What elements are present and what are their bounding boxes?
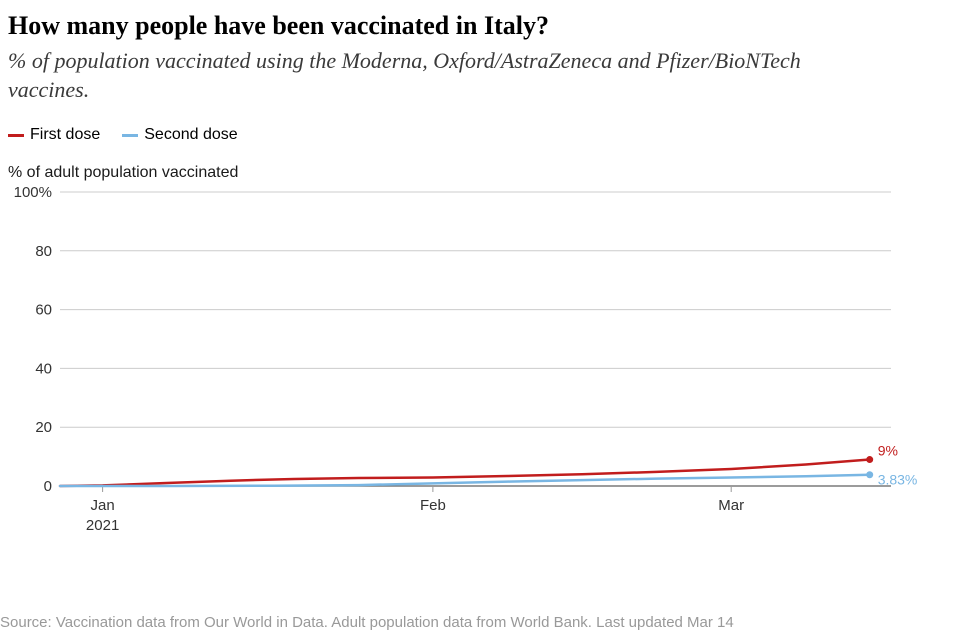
line-chart-svg: 0 20 40 60 80 100% Jan Feb Mar 2021 9% 3.83% [8, 186, 951, 536]
legend-swatch-first-dose [8, 134, 24, 137]
series-end-label-second-dose: 3.83% [878, 472, 918, 488]
series-end-marker-second-dose [866, 472, 873, 479]
x-tick-label: Mar [718, 497, 744, 514]
y-tick-label: 0 [44, 478, 52, 495]
y-tick-label: 40 [35, 361, 52, 378]
series-end-marker-first-dose [866, 456, 873, 463]
legend-label-first-dose: First dose [30, 126, 100, 144]
y-axis-title: % of adult population vaccinated [8, 164, 951, 182]
y-tick-label: 60 [35, 302, 52, 319]
series-end-label-first-dose: 9% [878, 443, 898, 459]
chart-area: 0 20 40 60 80 100% Jan Feb Mar 2021 9% 3.83% [8, 186, 951, 536]
y-tick-label: 80 [35, 243, 52, 260]
chart-subtitle: % of population vaccinated using the Mod… [8, 47, 858, 104]
x-year-label: 2021 [86, 517, 119, 534]
y-tick-label: 100% [14, 186, 52, 201]
chart-container: How many people have been vaccinated in … [0, 0, 959, 637]
legend: First dose Second dose [8, 126, 951, 144]
legend-swatch-second-dose [122, 134, 138, 137]
chart-title: How many people have been vaccinated in … [8, 10, 951, 41]
x-tick-label: Feb [420, 497, 446, 514]
legend-item-first-dose: First dose [8, 126, 100, 144]
y-tick-label: 20 [35, 420, 52, 437]
legend-item-second-dose: Second dose [122, 126, 237, 144]
x-tick-label: Jan [91, 497, 115, 514]
source-note: Source: Vaccination data from Our World … [0, 614, 734, 631]
legend-label-second-dose: Second dose [144, 126, 237, 144]
